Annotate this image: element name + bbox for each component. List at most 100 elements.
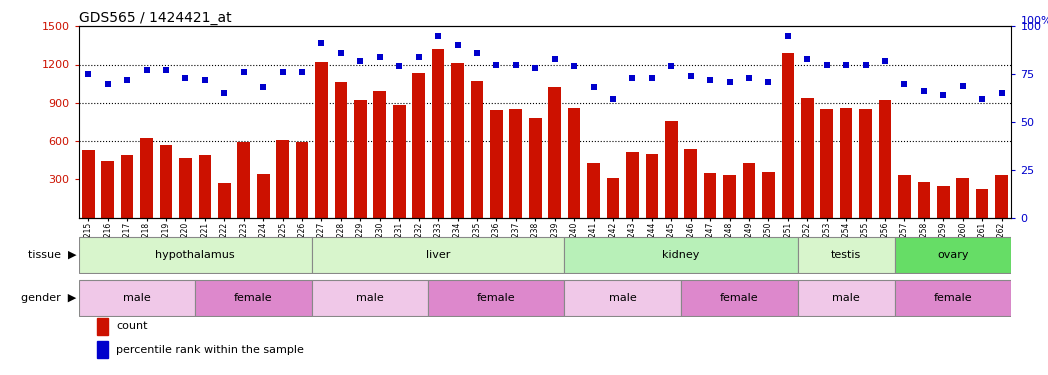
Bar: [471, 81, 483, 218]
Point: [468, 50, 485, 56]
Text: percentile rank within the sample: percentile rank within the sample: [116, 345, 304, 354]
Bar: [412, 74, 425, 217]
Point: [507, 62, 524, 68]
Point: [100, 81, 116, 87]
Point: [935, 92, 952, 98]
Bar: [565, 280, 681, 316]
Bar: [312, 237, 565, 273]
Bar: [859, 109, 872, 217]
Text: female: female: [234, 293, 272, 303]
Text: female: female: [477, 293, 516, 303]
Point: [837, 62, 854, 68]
Point: [275, 69, 291, 75]
Point: [974, 96, 990, 102]
Bar: [218, 183, 231, 218]
Point: [682, 73, 699, 79]
Bar: [976, 189, 988, 217]
Bar: [79, 237, 312, 273]
Bar: [312, 280, 429, 316]
Bar: [529, 118, 542, 218]
Point: [780, 33, 796, 39]
Text: hypothalamus: hypothalamus: [155, 250, 235, 260]
Bar: [704, 173, 717, 217]
Bar: [79, 280, 195, 316]
Point: [741, 75, 758, 81]
Bar: [607, 178, 619, 218]
Point: [450, 42, 466, 48]
Bar: [393, 105, 406, 218]
Bar: [102, 161, 114, 218]
Bar: [684, 148, 697, 217]
Bar: [895, 237, 1011, 273]
Point: [546, 56, 563, 62]
Bar: [782, 53, 794, 217]
Bar: [334, 82, 347, 218]
Bar: [490, 110, 503, 218]
Point: [293, 69, 310, 75]
Bar: [957, 178, 969, 218]
Text: male: male: [356, 293, 384, 303]
Bar: [159, 145, 172, 218]
Bar: [82, 150, 94, 217]
Point: [138, 67, 155, 73]
Point: [994, 90, 1010, 96]
Point: [566, 63, 583, 69]
Point: [799, 56, 815, 62]
Text: testis: testis: [831, 250, 861, 260]
Point: [313, 40, 330, 46]
Bar: [743, 163, 756, 218]
Bar: [432, 49, 444, 217]
Bar: [238, 142, 250, 218]
Text: male: male: [123, 293, 151, 303]
Text: liver: liver: [425, 250, 451, 260]
Bar: [548, 87, 561, 218]
Point: [410, 54, 427, 60]
Text: female: female: [720, 293, 759, 303]
Text: male: male: [832, 293, 860, 303]
Bar: [798, 237, 895, 273]
Text: ovary: ovary: [937, 250, 968, 260]
Point: [216, 90, 233, 96]
Bar: [195, 280, 312, 316]
Bar: [97, 341, 108, 358]
Bar: [315, 62, 328, 217]
Bar: [798, 280, 895, 316]
Point: [702, 77, 719, 83]
Point: [391, 63, 408, 69]
Text: tissue  ▶: tissue ▶: [28, 250, 77, 260]
Point: [332, 50, 349, 56]
Point: [624, 75, 640, 81]
Bar: [97, 318, 108, 334]
Point: [663, 63, 680, 69]
Text: kidney: kidney: [662, 250, 700, 260]
Bar: [839, 108, 852, 218]
Point: [177, 75, 194, 81]
Bar: [140, 138, 153, 218]
Bar: [937, 186, 949, 218]
Bar: [257, 174, 269, 217]
Point: [857, 62, 874, 68]
Text: male: male: [609, 293, 636, 303]
Bar: [646, 154, 658, 218]
Text: female: female: [934, 293, 973, 303]
Bar: [664, 121, 678, 218]
Bar: [878, 100, 892, 218]
Point: [527, 65, 544, 71]
Bar: [821, 109, 833, 217]
Bar: [296, 142, 308, 218]
Bar: [354, 100, 367, 218]
Point: [80, 71, 96, 77]
Bar: [801, 98, 813, 218]
Point: [721, 79, 738, 85]
Point: [118, 77, 135, 83]
Point: [197, 77, 214, 83]
Point: [585, 84, 602, 90]
Bar: [762, 172, 774, 217]
Point: [896, 81, 913, 87]
Text: GDS565 / 1424421_at: GDS565 / 1424421_at: [79, 11, 232, 25]
Bar: [373, 91, 386, 218]
Point: [955, 82, 971, 88]
Point: [760, 79, 777, 85]
Point: [236, 69, 253, 75]
Bar: [996, 176, 1008, 217]
